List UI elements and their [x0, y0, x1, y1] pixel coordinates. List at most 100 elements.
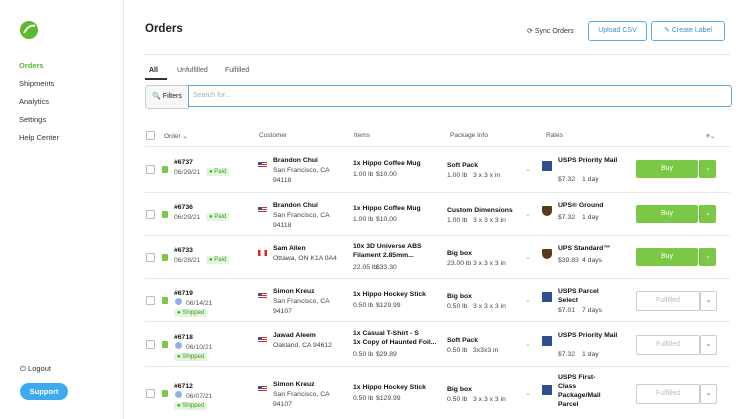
carrier-logo [542, 248, 552, 259]
tab[interactable]: Unfulfilled [177, 67, 208, 74]
customer-address: San Francisco, CA [273, 167, 330, 174]
row-checkbox[interactable] [146, 252, 155, 262]
nav-link[interactable]: Help Center [19, 133, 60, 142]
carrier-logo [542, 335, 552, 346]
package-menu[interactable]: ⌄ [525, 389, 531, 397]
store-icon [162, 296, 168, 304]
fulfilled-button[interactable]: Fulfilled [636, 383, 700, 404]
support-button[interactable]: Support [20, 383, 68, 400]
row-checkbox[interactable] [146, 339, 155, 349]
store-icon [162, 340, 168, 348]
customer-address: San Francisco, CA [273, 390, 330, 398]
fulfilled-button[interactable]: Fulfilled [636, 334, 700, 355]
upload-button[interactable]: Upload CSV [588, 21, 647, 41]
flag [258, 249, 267, 256]
status-icon [175, 341, 182, 349]
nav-link[interactable]: Shipments [19, 79, 55, 88]
fulfilled-menu[interactable]: ⌄ [700, 290, 717, 311]
column-header[interactable]: Order ⌄ [164, 133, 188, 140]
order-date: 06/29/21 [174, 213, 201, 221]
tab-underline [145, 78, 167, 80]
select-all[interactable] [146, 131, 155, 140]
package-menu[interactable]: ⌄ [525, 253, 531, 261]
fulfilled-menu[interactable]: ⌄ [700, 334, 717, 355]
search-input[interactable]: Search for... [188, 85, 732, 107]
flag-canton [258, 385, 262, 389]
column-menu[interactable]: ≡⌄ [706, 133, 716, 140]
package-menu[interactable]: ⌄ [525, 296, 531, 304]
rate-eta: 1 day [582, 176, 599, 183]
package-menu[interactable]: ⌄ [525, 340, 531, 348]
item: 1x Hippo Hockey Stick [353, 290, 426, 298]
create-button[interactable]: ✎ Create Label [651, 21, 725, 41]
order-date: 06/14/21 [186, 299, 213, 307]
customer-address: Ottawa, ON K1A 0A4 [273, 254, 337, 262]
flag-canton [258, 292, 262, 296]
status-icon [175, 390, 182, 398]
fulfilled-menu[interactable]: ⌄ [700, 383, 717, 404]
row-checkbox[interactable] [146, 388, 155, 398]
package-menu[interactable]: ⌄ [525, 166, 531, 173]
status-badge: ● Shipped [174, 308, 208, 317]
nav-link[interactable]: Settings [19, 115, 47, 124]
tab[interactable]: All [149, 67, 158, 74]
status-badge: ● Paid [206, 255, 230, 264]
tab[interactable]: Fulfilled [225, 67, 250, 74]
nav-link[interactable]: Analytics [19, 97, 50, 106]
carrier-logo [542, 161, 552, 171]
item-price: $33.30 [376, 263, 397, 271]
rate-service: USPS Priority Mail [558, 157, 618, 164]
package-dims: 3 x 3 x 3 in [473, 395, 506, 403]
package-weight: 0.50 lb [447, 302, 468, 310]
item-weight: 0.50 lb [353, 301, 374, 309]
item: 1x Hippo Hockey Stick [353, 383, 426, 391]
rate-eta: 1 day [582, 350, 599, 358]
sidebar: Orders Shipments Analytics Settings Help… [0, 0, 124, 419]
row-checkbox[interactable] [146, 295, 155, 305]
column-header: Package Info [450, 132, 488, 139]
buy-menu[interactable]: ⌄ [699, 247, 716, 266]
package-name: Custom Dimensions [447, 206, 513, 214]
rate-cost: $39.83 [558, 256, 579, 264]
nav-link[interactable]: Orders [19, 61, 44, 70]
row-checkbox[interactable] [146, 165, 155, 174]
item: 1x Hippo Coffee Mug [353, 160, 421, 167]
item-price: $10.00 [376, 215, 397, 223]
order-number: #6718 [174, 333, 193, 341]
order-date: 06/29/21 [174, 169, 201, 176]
customer-name: Simon Kreuz [273, 380, 315, 388]
package-dims: 3x3x3 in [473, 346, 499, 354]
item-weight: 0.50 lb [353, 394, 374, 402]
buy-menu[interactable]: ⌄ [699, 160, 716, 178]
fulfilled-button[interactable]: Fulfilled [636, 290, 700, 311]
row-checkbox[interactable] [146, 209, 155, 219]
buy-button[interactable]: Buy [636, 160, 698, 178]
column-header: Items [354, 132, 370, 139]
customer-address: 94118 [273, 221, 292, 229]
buy-menu[interactable]: ⌄ [699, 204, 716, 223]
rate-service: UPS Standard™ [558, 244, 611, 252]
row-divider [145, 321, 730, 322]
buy-button[interactable]: Buy [636, 247, 698, 266]
store-icon [162, 253, 168, 261]
order-number: #6733 [174, 246, 193, 254]
page-title: Orders [145, 23, 183, 35]
status-label: Paid [214, 169, 227, 175]
buy-button[interactable]: Buy [636, 204, 698, 223]
item: 1x Copy of Haunted Foil... [353, 338, 437, 346]
package-name: Soft Pack [447, 336, 478, 344]
status-badge: ● Shipped [174, 352, 208, 361]
rate-cost: $7.32 [558, 213, 576, 221]
customer-name: Jawad Aleem [273, 331, 316, 339]
customer-name: Brandon Chui [273, 201, 318, 209]
rate-cost: $7.32 [558, 176, 576, 183]
package-menu[interactable]: ⌄ [525, 210, 531, 218]
flag [258, 336, 267, 343]
divider [145, 54, 730, 55]
filter-button[interactable]: 🔍 Filters [145, 85, 189, 109]
logout[interactable]: ⏻ Logout [20, 364, 51, 373]
item-weight: 22.05 lb [353, 263, 378, 271]
sync-button[interactable]: ⟳ Sync Orders [527, 28, 574, 35]
order-date: 06/10/21 [186, 343, 213, 351]
item-price: $29.89 [376, 350, 397, 358]
